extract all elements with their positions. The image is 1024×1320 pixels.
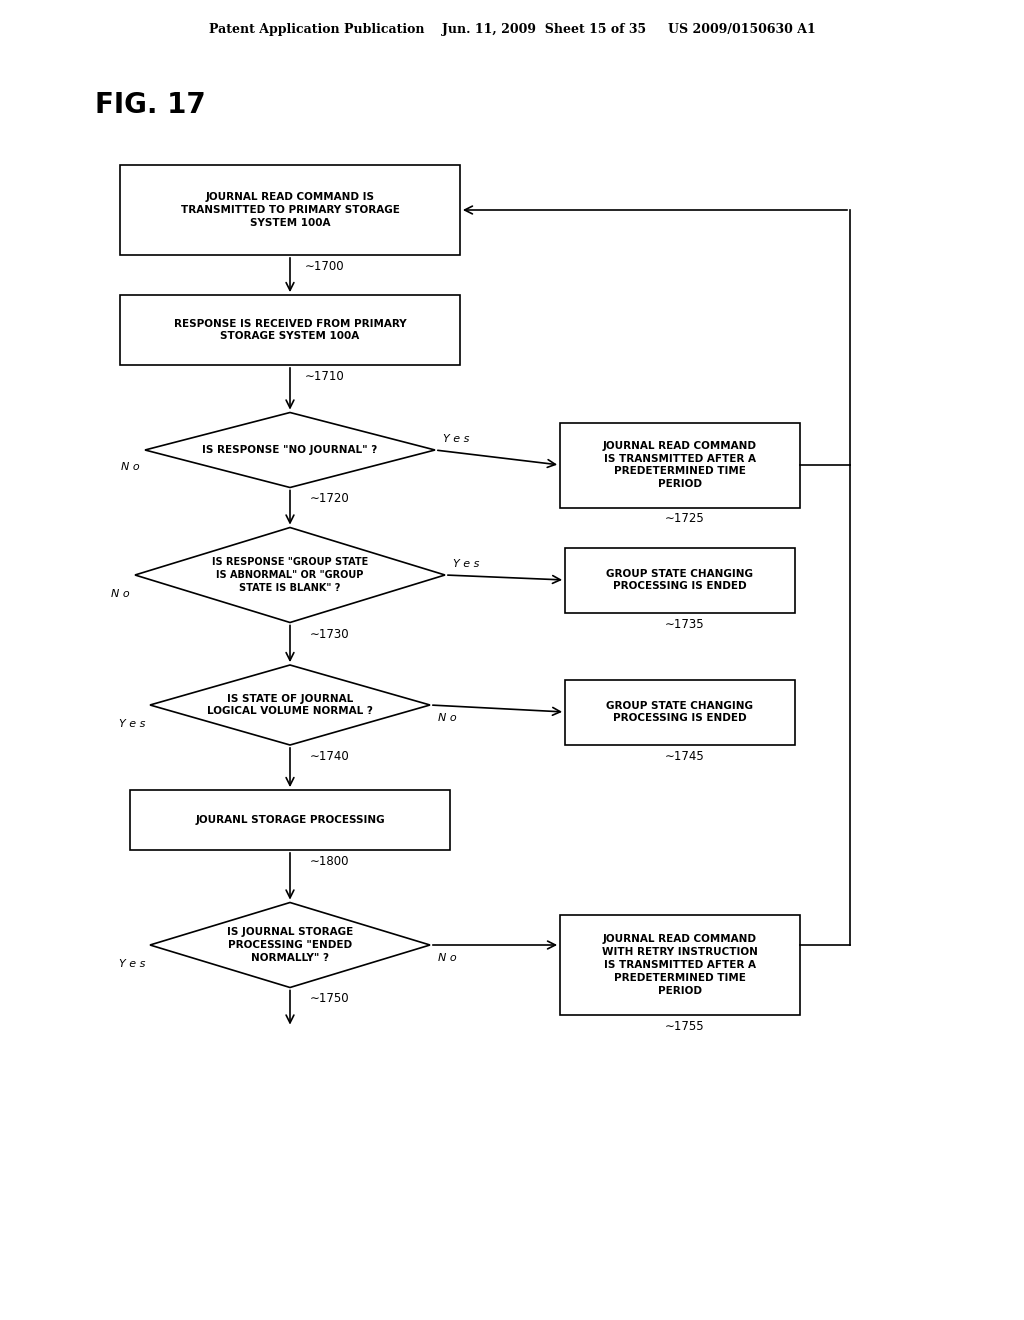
FancyBboxPatch shape <box>565 548 795 612</box>
Text: Y e s: Y e s <box>119 719 145 729</box>
Text: FIG. 17: FIG. 17 <box>95 91 206 119</box>
Text: Y e s: Y e s <box>119 960 145 969</box>
FancyBboxPatch shape <box>130 789 450 850</box>
Text: IS RESPONSE "GROUP STATE
IS ABNORMAL" OR "GROUP
STATE IS BLANK" ?: IS RESPONSE "GROUP STATE IS ABNORMAL" OR… <box>212 557 368 593</box>
Text: JOURNAL READ COMMAND
WITH RETRY INSTRUCTION
IS TRANSMITTED AFTER A
PREDETERMINED: JOURNAL READ COMMAND WITH RETRY INSTRUCT… <box>602 935 758 995</box>
Text: N o: N o <box>122 462 140 473</box>
Text: IS JOURNAL STORAGE
PROCESSING "ENDED
NORMALLY" ?: IS JOURNAL STORAGE PROCESSING "ENDED NOR… <box>227 927 353 962</box>
FancyBboxPatch shape <box>120 294 460 366</box>
Text: RESPONSE IS RECEIVED FROM PRIMARY
STORAGE SYSTEM 100A: RESPONSE IS RECEIVED FROM PRIMARY STORAG… <box>174 318 407 342</box>
Text: ∼1700: ∼1700 <box>305 260 345 273</box>
Text: ∼1750: ∼1750 <box>310 993 349 1006</box>
Polygon shape <box>135 528 445 623</box>
Text: IS RESPONSE "NO JOURNAL" ?: IS RESPONSE "NO JOURNAL" ? <box>203 445 378 455</box>
Text: ∼1740: ∼1740 <box>310 750 350 763</box>
Polygon shape <box>150 903 430 987</box>
FancyBboxPatch shape <box>565 680 795 744</box>
Text: Y e s: Y e s <box>453 558 479 569</box>
Text: ∼1800: ∼1800 <box>310 855 349 869</box>
Text: ∼1725: ∼1725 <box>665 512 705 525</box>
FancyBboxPatch shape <box>560 422 800 507</box>
Text: ∼1735: ∼1735 <box>665 618 705 631</box>
Text: JOURNAL READ COMMAND
IS TRANSMITTED AFTER A
PREDETERMINED TIME
PERIOD: JOURNAL READ COMMAND IS TRANSMITTED AFTE… <box>603 441 757 490</box>
Text: JOURNAL READ COMMAND IS
TRANSMITTED TO PRIMARY STORAGE
SYSTEM 100A: JOURNAL READ COMMAND IS TRANSMITTED TO P… <box>180 193 399 228</box>
Text: Y e s: Y e s <box>443 434 469 444</box>
Text: ∼1720: ∼1720 <box>310 492 350 506</box>
Text: IS STATE OF JOURNAL
LOGICAL VOLUME NORMAL ?: IS STATE OF JOURNAL LOGICAL VOLUME NORMA… <box>207 693 373 717</box>
Text: ∼1710: ∼1710 <box>305 370 345 383</box>
Text: ∼1745: ∼1745 <box>665 750 705 763</box>
FancyBboxPatch shape <box>120 165 460 255</box>
Polygon shape <box>145 412 435 487</box>
Text: N o: N o <box>112 589 130 599</box>
Text: Patent Application Publication    Jun. 11, 2009  Sheet 15 of 35     US 2009/0150: Patent Application Publication Jun. 11, … <box>209 24 815 37</box>
Text: JOURANL STORAGE PROCESSING: JOURANL STORAGE PROCESSING <box>196 814 385 825</box>
Text: ∼1730: ∼1730 <box>310 627 349 640</box>
Text: ∼1755: ∼1755 <box>665 1020 705 1034</box>
Text: GROUP STATE CHANGING
PROCESSING IS ENDED: GROUP STATE CHANGING PROCESSING IS ENDED <box>606 569 754 591</box>
Text: N o: N o <box>438 953 457 964</box>
Polygon shape <box>150 665 430 744</box>
FancyBboxPatch shape <box>560 915 800 1015</box>
Text: GROUP STATE CHANGING
PROCESSING IS ENDED: GROUP STATE CHANGING PROCESSING IS ENDED <box>606 701 754 723</box>
Text: N o: N o <box>438 713 457 723</box>
